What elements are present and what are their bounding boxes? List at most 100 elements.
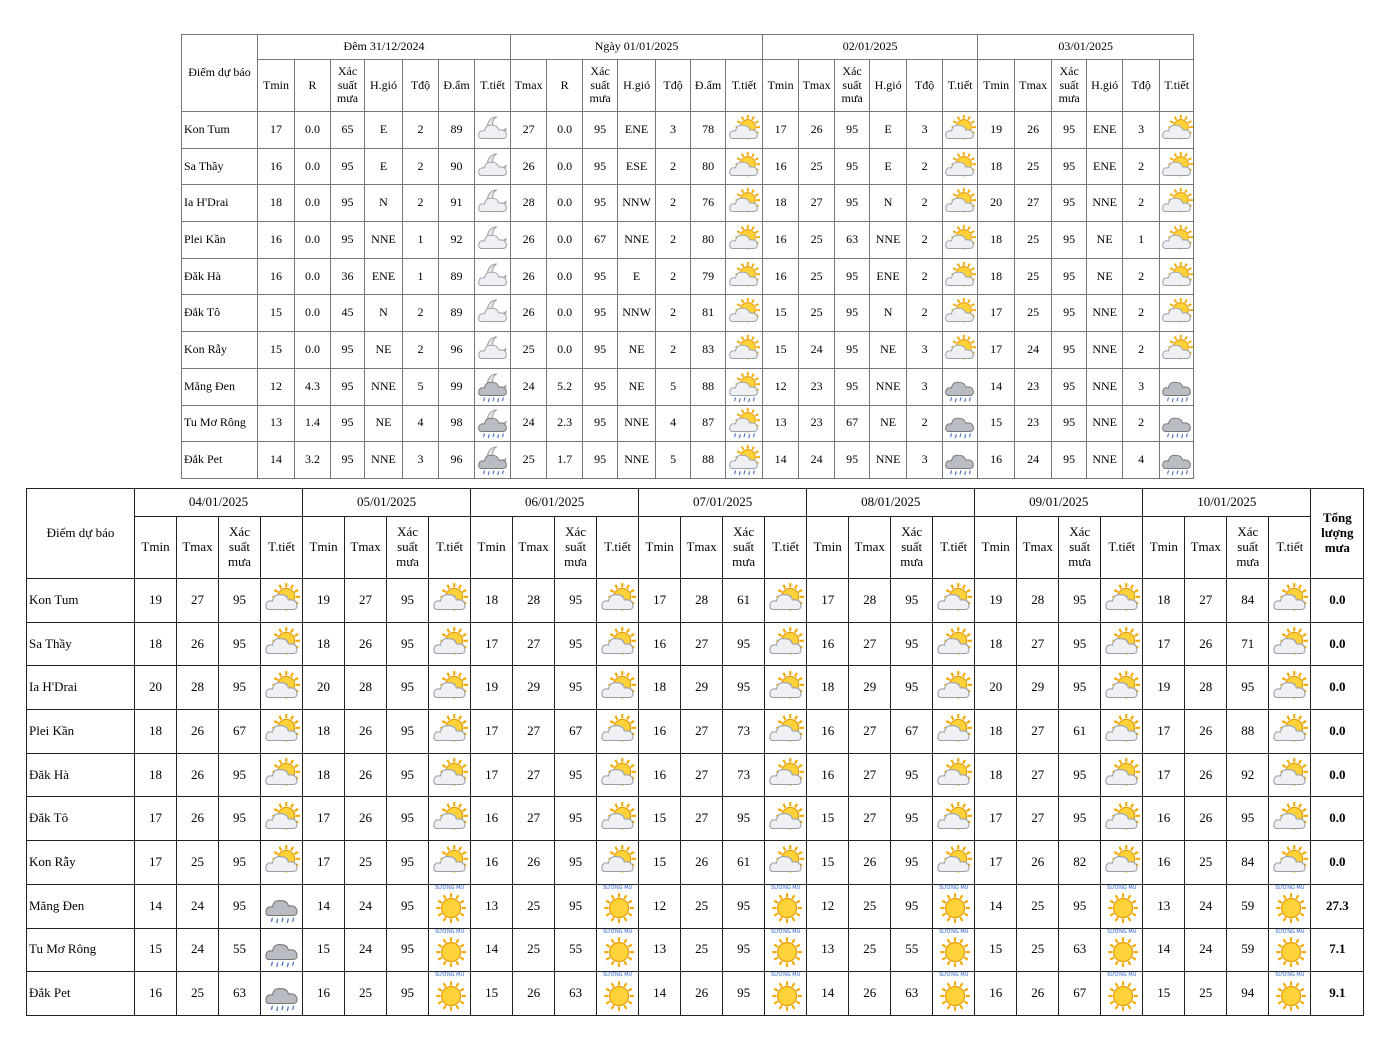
value-cell: 26 [510,147,548,186]
value-cell: 2 [1122,257,1161,296]
value-cell: 95 [1051,367,1088,406]
value-cell: 95 [1058,665,1102,711]
value-cell: 17 [134,840,177,885]
value-cell: 59 [1226,927,1270,973]
weather-cell [932,752,976,798]
value-cell: 27 [176,578,219,623]
value-cell: 25 [1014,294,1053,333]
value-cell: 18 [974,752,1018,798]
value-cell: 95 [722,796,766,842]
total-cell: 0.0 [1310,578,1365,623]
value-cell: NNE [617,221,657,259]
station-row: Plei Kần 16 0.0 95 NNE 1 92 26 0.0 67 NNE 2 80 16 25 63… [181,221,1195,259]
value-cell: 29 [1016,665,1060,711]
value-cell: 16 [470,840,514,885]
value-cell: 23 [798,367,836,406]
value-cell: 17 [302,840,346,885]
weather-cell: SƯƠNG MÙ [764,927,808,973]
weather-icon [1273,583,1308,611]
column-header: Tđộ [1122,59,1161,112]
value-cell: 27 [1184,578,1228,623]
value-cell: 95 [330,404,365,443]
value-cell: 1.4 [294,404,331,443]
value-cell: 26 [176,621,219,667]
value-cell: 15 [762,294,800,333]
value-cell: N [869,294,908,333]
group-header: 10/01/2025 [1142,488,1312,517]
weather-icon [600,670,636,699]
value-cell: 95 [1051,184,1088,223]
value-cell: 23 [798,404,836,443]
value-cell: 0.0 [546,257,584,296]
weather-cell [473,294,512,333]
value-cell: 95 [582,257,619,296]
value-cell: 27 [512,752,556,798]
value-cell: 28 [512,578,556,623]
column-header: Tmin [302,516,346,579]
value-cell: 27 [510,111,548,149]
value-cell: 12 [762,367,800,406]
value-cell: 2 [402,147,439,186]
value-cell: 95 [330,221,365,259]
weather-cell: SƯƠNG MÙ [1268,927,1312,973]
weather-icon [771,980,802,1011]
value-cell: 25 [512,883,556,929]
weather-icon [432,714,468,742]
value-cell: 2 [1122,147,1161,186]
value-cell: 25 [1016,927,1060,973]
column-header: R [546,59,584,112]
value-cell: 95 [386,796,430,842]
value-cell: 16 [974,971,1018,1016]
value-cell: NNE [1086,404,1124,443]
weather-cell [259,578,304,623]
column-header: Xác suất mưa [834,59,871,112]
value-cell: 76 [690,184,727,223]
value-cell: 18 [257,184,295,223]
value-cell: 27 [680,621,724,667]
value-cell: 27 [344,578,388,623]
weather-cell [428,578,472,623]
value-cell: 95 [386,578,430,623]
station-row: Plei Kần 18 26 67 18 26 95 17 27 67 16 27 73 16 27 67 18… [26,709,1365,754]
weather-cell [1100,621,1144,667]
weather-cell: SƯƠNG MÙ [596,927,640,973]
value-cell: 2 [402,111,439,149]
weather-cell [473,441,512,479]
column-header: Tmin [638,516,682,579]
fog-label: SƯƠNG MÙ [1107,928,1137,935]
value-cell: 26 [848,840,892,885]
value-cell: 4.3 [294,367,331,406]
value-cell: 26 [510,257,548,296]
value-cell: NE [1086,221,1124,259]
value-cell: 25 [798,257,836,296]
value-cell: 3 [655,111,692,149]
value-cell: 2 [906,184,944,223]
value-cell: NE [869,404,908,443]
station-row: Ia H'Drai 20 28 95 20 28 95 19 29 95 18 29 95 18 29 95 2… [26,665,1365,711]
value-cell: 15 [470,971,514,1016]
weather-cell [725,367,764,406]
value-cell: 18 [134,709,177,754]
weather-icon [729,224,761,250]
value-cell: 15 [257,294,295,333]
value-cell: NNE [364,441,403,479]
column-header: T.tiết [259,516,304,579]
value-cell: 18 [638,665,682,711]
weather-cell [473,221,512,259]
value-cell: 20 [134,665,177,711]
station-name: Kon Rẫy [26,840,135,885]
value-cell: 95 [218,578,261,623]
value-cell: 18 [470,578,514,623]
weather-icon [729,188,761,213]
value-cell: NNW [617,294,657,333]
column-header: Xác suất mưa [1226,516,1270,579]
group-header: 03/01/2025 [977,34,1195,60]
weather-icon [477,446,507,476]
weather-cell [596,752,640,798]
value-cell: 26 [848,971,892,1016]
value-cell: 95 [386,883,430,929]
value-cell: 95 [554,621,598,667]
value-cell: 15 [1142,971,1186,1016]
value-cell: 24 [344,927,388,973]
weather-cell [259,709,304,754]
